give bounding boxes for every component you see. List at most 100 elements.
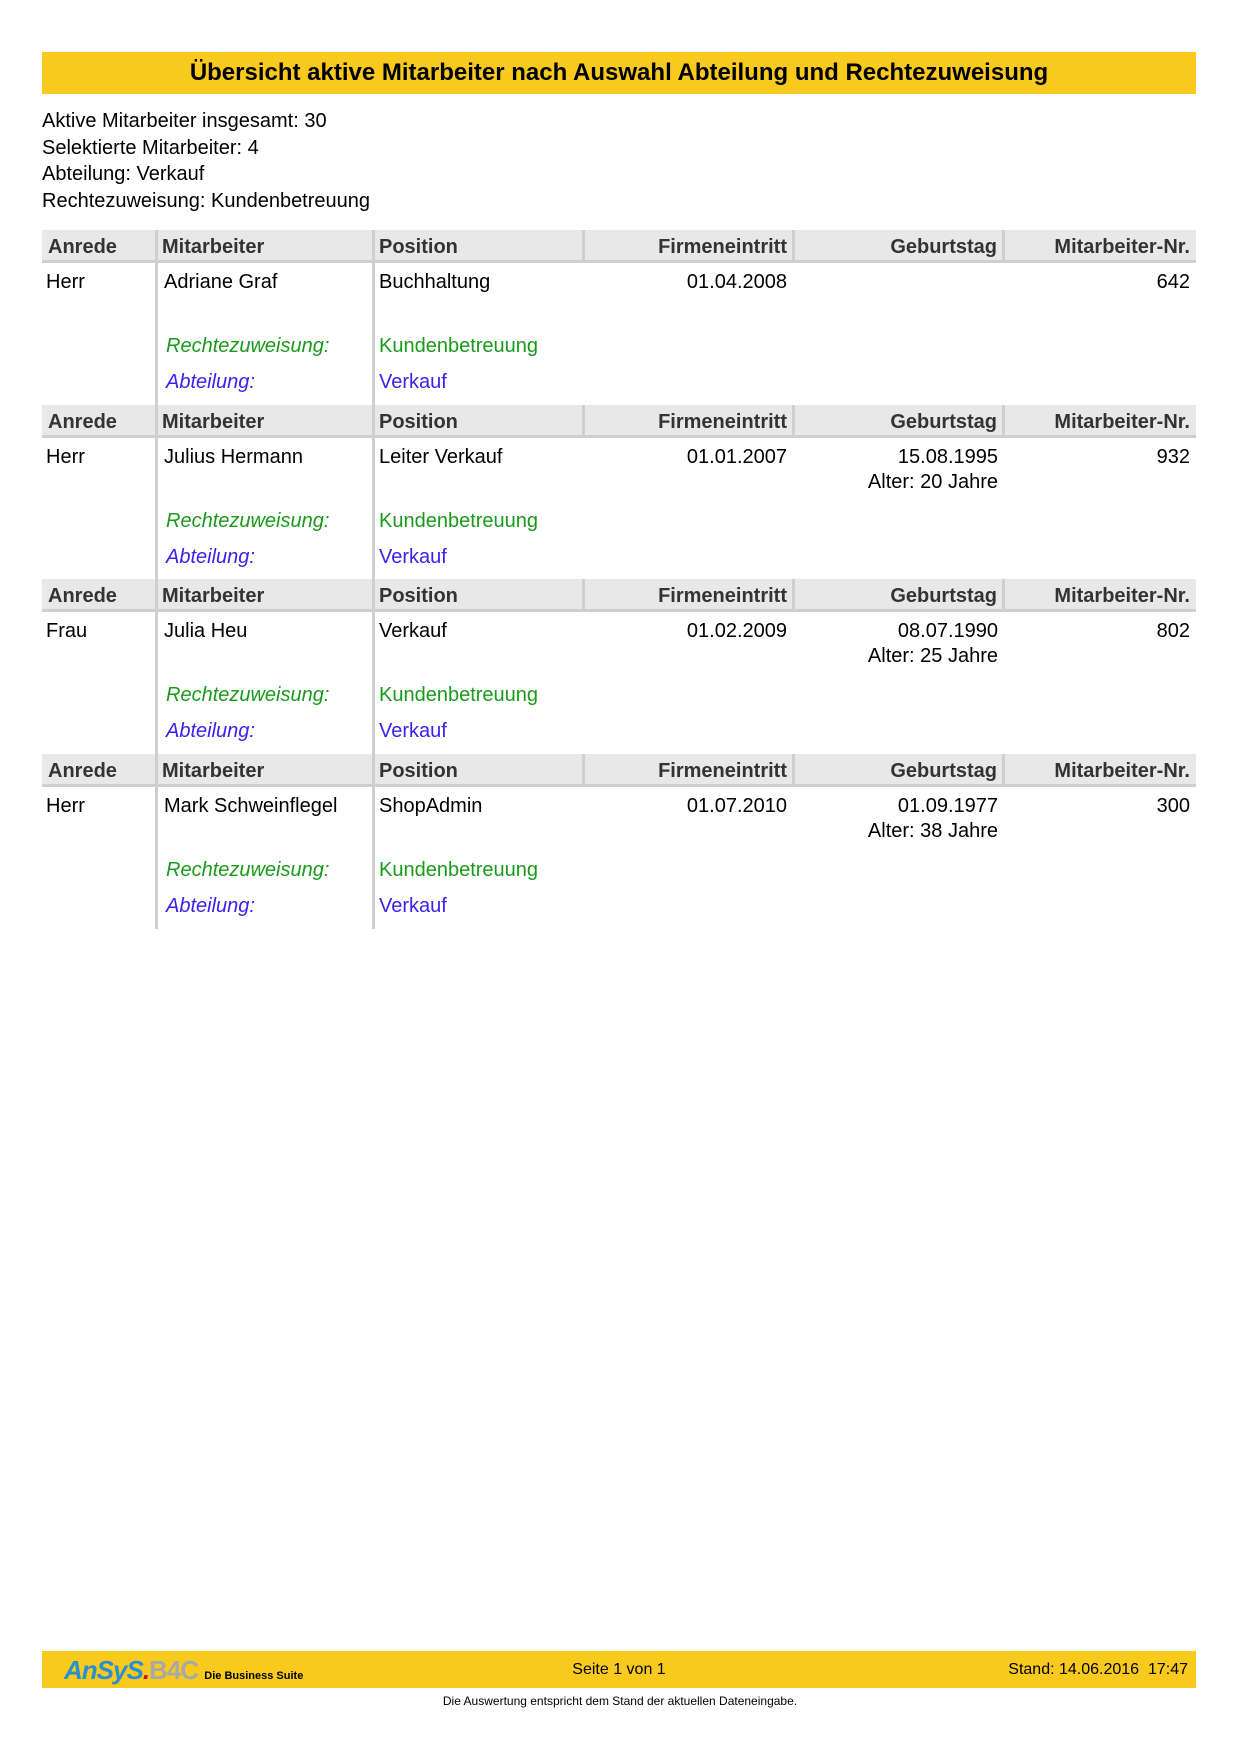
- column-divider: [1002, 404, 1005, 435]
- info-selected: Selektierte Mitarbeiter: 4: [42, 136, 259, 159]
- info-department: Abteilung: Verkauf: [42, 163, 205, 185]
- column-header-geburtstag: Geburtstag: [890, 410, 997, 433]
- column-divider: [582, 230, 585, 260]
- position: Buchhaltung: [379, 271, 491, 293]
- entry-date: 01.04.2008: [686, 271, 787, 293]
- info-total: Aktive Mitarbeiter insgesamt: 30: [42, 110, 327, 132]
- column-header-geburtstag: Geburtstag: [890, 236, 997, 258]
- rights-value: Kundenbetreuung: [379, 684, 539, 706]
- column-divider: [792, 404, 795, 435]
- column-divider: [792, 753, 795, 784]
- footer-note: Die Auswertung entspricht dem Stand der …: [442, 1694, 798, 1708]
- column-divider: [372, 753, 375, 929]
- department-label: Abteilung:: [166, 545, 255, 568]
- column-divider: [1002, 753, 1005, 784]
- employee-record: Anrede Mitarbeiter Position Firmeneintritt G…: [42, 579, 1196, 754]
- position: ShopAdmin: [379, 794, 483, 817]
- rights-label: Rechtezuweisung:: [166, 858, 330, 881]
- rights-label: Rechtezuweisung:: [166, 335, 330, 357]
- salutation: Herr: [46, 271, 85, 293]
- column-header-position: Position: [379, 585, 458, 607]
- column-divider: [792, 579, 795, 609]
- company-logo: AnSyS.B4C Die Business Suite: [64, 1655, 304, 1685]
- age: Alter: 25 Jahre: [867, 645, 998, 667]
- employee-name: Adriane Graf: [164, 271, 278, 293]
- column-header-firmeneintritt: Firmeneintritt: [658, 236, 787, 258]
- column-divider: [155, 753, 158, 929]
- entry-date: 01.01.2007: [686, 445, 787, 468]
- column-divider: [155, 230, 158, 405]
- column-divider: [582, 404, 585, 435]
- column-header-position: Position: [379, 410, 458, 433]
- column-header-anrede: Anrede: [48, 585, 117, 607]
- footer-bar: AnSyS.B4C Die Business Suite Seite 1 von…: [42, 1651, 1196, 1688]
- employee-name: Mark Schweinflegel: [164, 794, 338, 817]
- rights-value: Kundenbetreuung: [379, 509, 539, 532]
- column-divider: [372, 230, 375, 405]
- column-header-mitarbeiter: Mitarbeiter: [162, 759, 265, 782]
- column-divider: [1002, 579, 1005, 609]
- column-header-anrede: Anrede: [48, 410, 117, 433]
- column-header-firmeneintritt: Firmeneintritt: [658, 585, 787, 607]
- column-header-mitarbeiter-nr: Mitarbeiter-Nr.: [1054, 759, 1190, 782]
- salutation: Herr: [46, 794, 85, 817]
- rights-label: Rechtezuweisung:: [166, 684, 330, 706]
- birthday: 15.08.1995: [897, 445, 998, 468]
- column-divider: [155, 404, 158, 580]
- rights-value: Kundenbetreuung: [379, 858, 539, 881]
- birthday: 08.07.1990: [897, 620, 998, 642]
- employee-record: Anrede Mitarbeiter Position Firmeneintritt G…: [42, 404, 1196, 580]
- column-header-geburtstag: Geburtstag: [890, 585, 997, 607]
- column-header-firmeneintritt: Firmeneintritt: [658, 410, 787, 433]
- column-header-firmeneintritt: Firmeneintritt: [658, 759, 787, 782]
- column-divider: [372, 404, 375, 580]
- column-header-position: Position: [379, 759, 458, 782]
- summary-info: Aktive Mitarbeiter insgesamt: 30 Selekti…: [42, 108, 370, 214]
- page-number: Seite 1 von 1: [572, 1661, 666, 1678]
- entry-date: 01.07.2010: [686, 794, 787, 817]
- age: Alter: 20 Jahre: [867, 470, 998, 493]
- info-rights: Rechtezuweisung: Kundenbetreuung: [42, 189, 371, 212]
- column-header-position: Position: [379, 236, 458, 258]
- column-divider: [582, 753, 585, 784]
- position: Leiter Verkauf: [379, 445, 503, 468]
- timestamp: Stand: 14.06.2016 17:47: [1008, 1661, 1188, 1678]
- employee-number: 802: [1156, 620, 1190, 642]
- employee-record: Anrede Mitarbeiter Position Firmeneintritt G…: [42, 230, 1196, 405]
- column-divider: [792, 230, 795, 260]
- rights-value: Kundenbetreuung: [379, 335, 539, 357]
- column-header-mitarbeiter-nr: Mitarbeiter-Nr.: [1054, 410, 1190, 433]
- employee-name: Julius Hermann: [164, 445, 303, 468]
- entry-date: 01.02.2009: [686, 620, 787, 642]
- position: Verkauf: [379, 620, 447, 642]
- column-header-geburtstag: Geburtstag: [890, 759, 997, 782]
- column-divider: [372, 579, 375, 754]
- department-value: Verkauf: [379, 371, 447, 393]
- department-value: Verkauf: [379, 545, 447, 568]
- logo-tagline: Die Business Suite: [204, 1670, 304, 1682]
- column-header-mitarbeiter: Mitarbeiter: [162, 236, 265, 258]
- rights-label: Rechtezuweisung:: [166, 509, 330, 532]
- age: Alter: 38 Jahre: [867, 819, 998, 842]
- column-header-mitarbeiter: Mitarbeiter: [162, 585, 265, 607]
- employee-record: Anrede Mitarbeiter Position Firmeneintritt G…: [42, 753, 1196, 929]
- department-label: Abteilung:: [166, 371, 255, 393]
- column-divider: [1002, 230, 1005, 260]
- department-label: Abteilung:: [166, 720, 255, 742]
- department-value: Verkauf: [379, 720, 447, 742]
- salutation: Herr: [46, 445, 85, 468]
- employee-number: 642: [1156, 271, 1190, 293]
- employee-number: 300: [1156, 794, 1190, 817]
- column-header-mitarbeiter: Mitarbeiter: [162, 410, 265, 433]
- birthday: 01.09.1977: [897, 794, 998, 817]
- department-value: Verkauf: [379, 894, 447, 917]
- employee-name: Julia Heu: [164, 620, 248, 642]
- report-title: Übersicht aktive Mitarbeiter nach Auswah…: [42, 52, 1196, 94]
- column-header-mitarbeiter-nr: Mitarbeiter-Nr.: [1054, 585, 1190, 607]
- column-divider: [582, 579, 585, 609]
- column-header-anrede: Anrede: [48, 759, 117, 782]
- salutation: Frau: [46, 620, 88, 642]
- column-header-mitarbeiter-nr: Mitarbeiter-Nr.: [1054, 236, 1190, 258]
- department-label: Abteilung:: [166, 894, 255, 917]
